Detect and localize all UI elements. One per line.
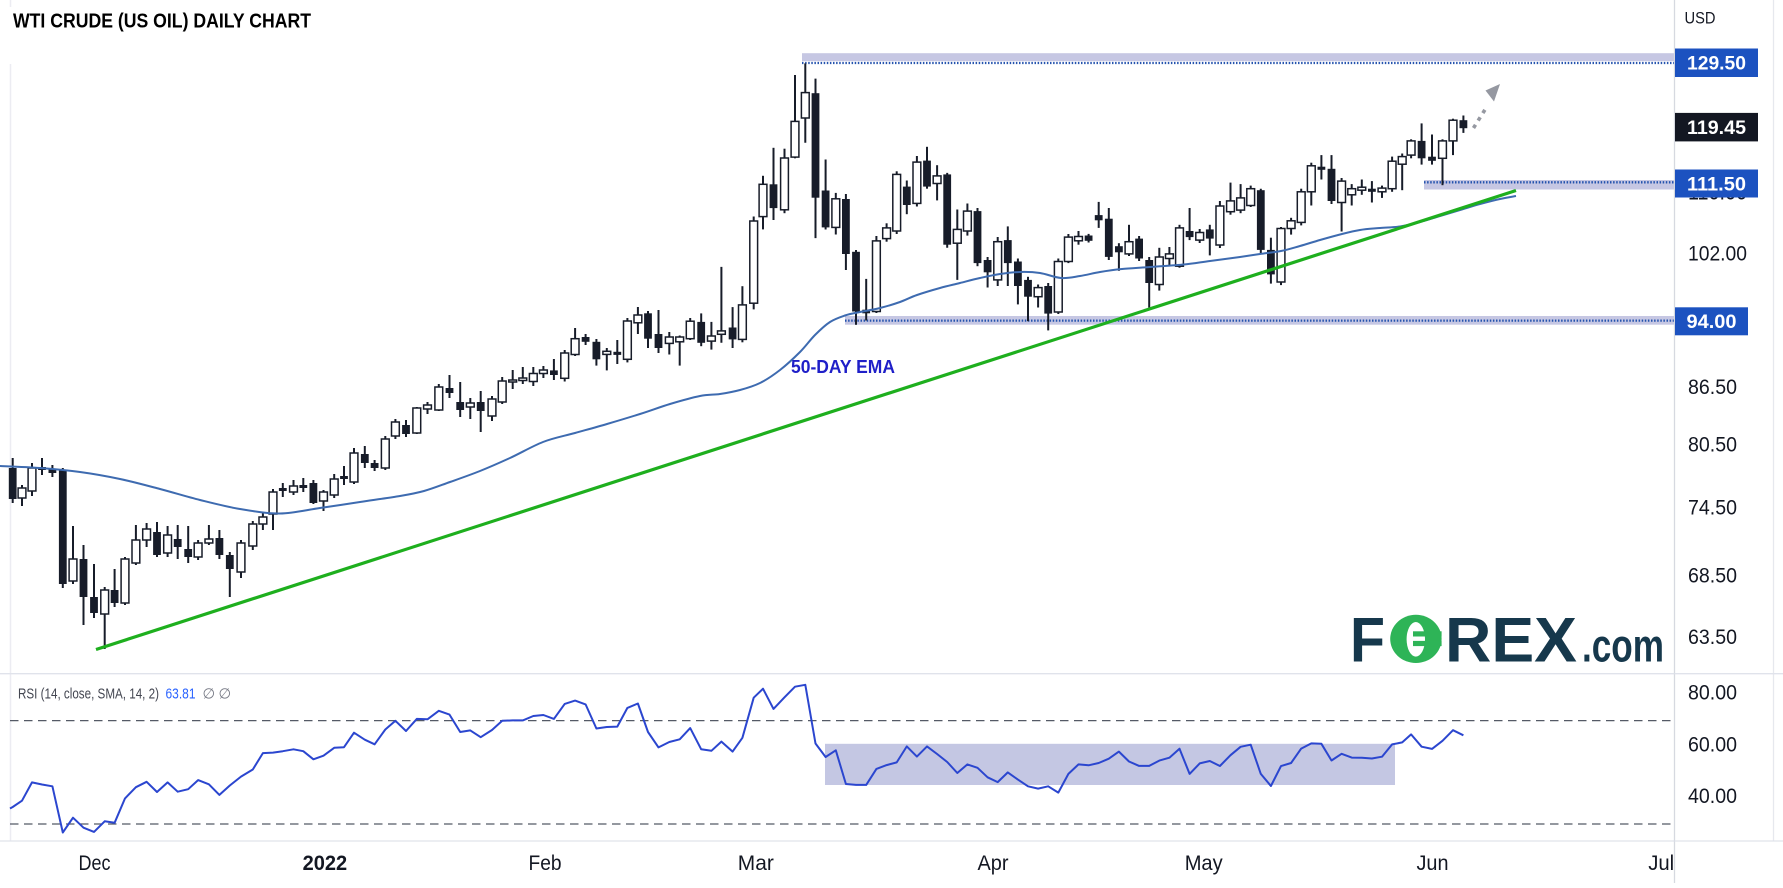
svg-text:119.45: 119.45 <box>1687 118 1746 139</box>
svg-text:80.50: 80.50 <box>1688 434 1737 457</box>
svg-text:60.00: 60.00 <box>1688 733 1737 756</box>
svg-text:94.00: 94.00 <box>1687 312 1737 333</box>
svg-text:63.81: 63.81 <box>166 687 196 703</box>
svg-text:2022: 2022 <box>303 852 348 875</box>
svg-text:50-DAY EMA: 50-DAY EMA <box>791 357 895 377</box>
svg-text:May: May <box>1185 852 1223 875</box>
svg-text:86.50: 86.50 <box>1688 376 1737 399</box>
svg-text:40.00: 40.00 <box>1688 785 1737 808</box>
svg-text:∅: ∅ <box>203 687 216 703</box>
svg-text:102.00: 102.00 <box>1688 243 1747 266</box>
svg-text:Mar: Mar <box>738 852 774 875</box>
svg-text:Feb: Feb <box>529 852 562 875</box>
svg-text:.com: .com <box>1582 620 1664 672</box>
svg-text:WTI CRUDE (US OIL) DAILY CHART: WTI CRUDE (US OIL) DAILY CHART <box>13 11 311 33</box>
svg-text:63.50: 63.50 <box>1688 626 1737 649</box>
svg-text:USD: USD <box>1685 9 1716 28</box>
svg-text:Jul: Jul <box>1648 852 1674 875</box>
svg-text:80.00: 80.00 <box>1688 682 1737 705</box>
svg-text:F: F <box>1350 606 1385 676</box>
svg-text:RSI (14, close, SMA, 14, 2): RSI (14, close, SMA, 14, 2) <box>18 687 159 703</box>
svg-text:Apr: Apr <box>978 852 1009 875</box>
svg-text:Jun: Jun <box>1417 852 1449 875</box>
svg-text:74.50: 74.50 <box>1688 497 1737 520</box>
svg-text:Dec: Dec <box>79 852 111 875</box>
svg-text:REX: REX <box>1445 606 1577 676</box>
svg-text:111.50: 111.50 <box>1687 174 1746 195</box>
svg-text:68.50: 68.50 <box>1688 564 1737 587</box>
svg-text:129.50: 129.50 <box>1687 54 1746 75</box>
svg-text:∅: ∅ <box>219 687 232 703</box>
